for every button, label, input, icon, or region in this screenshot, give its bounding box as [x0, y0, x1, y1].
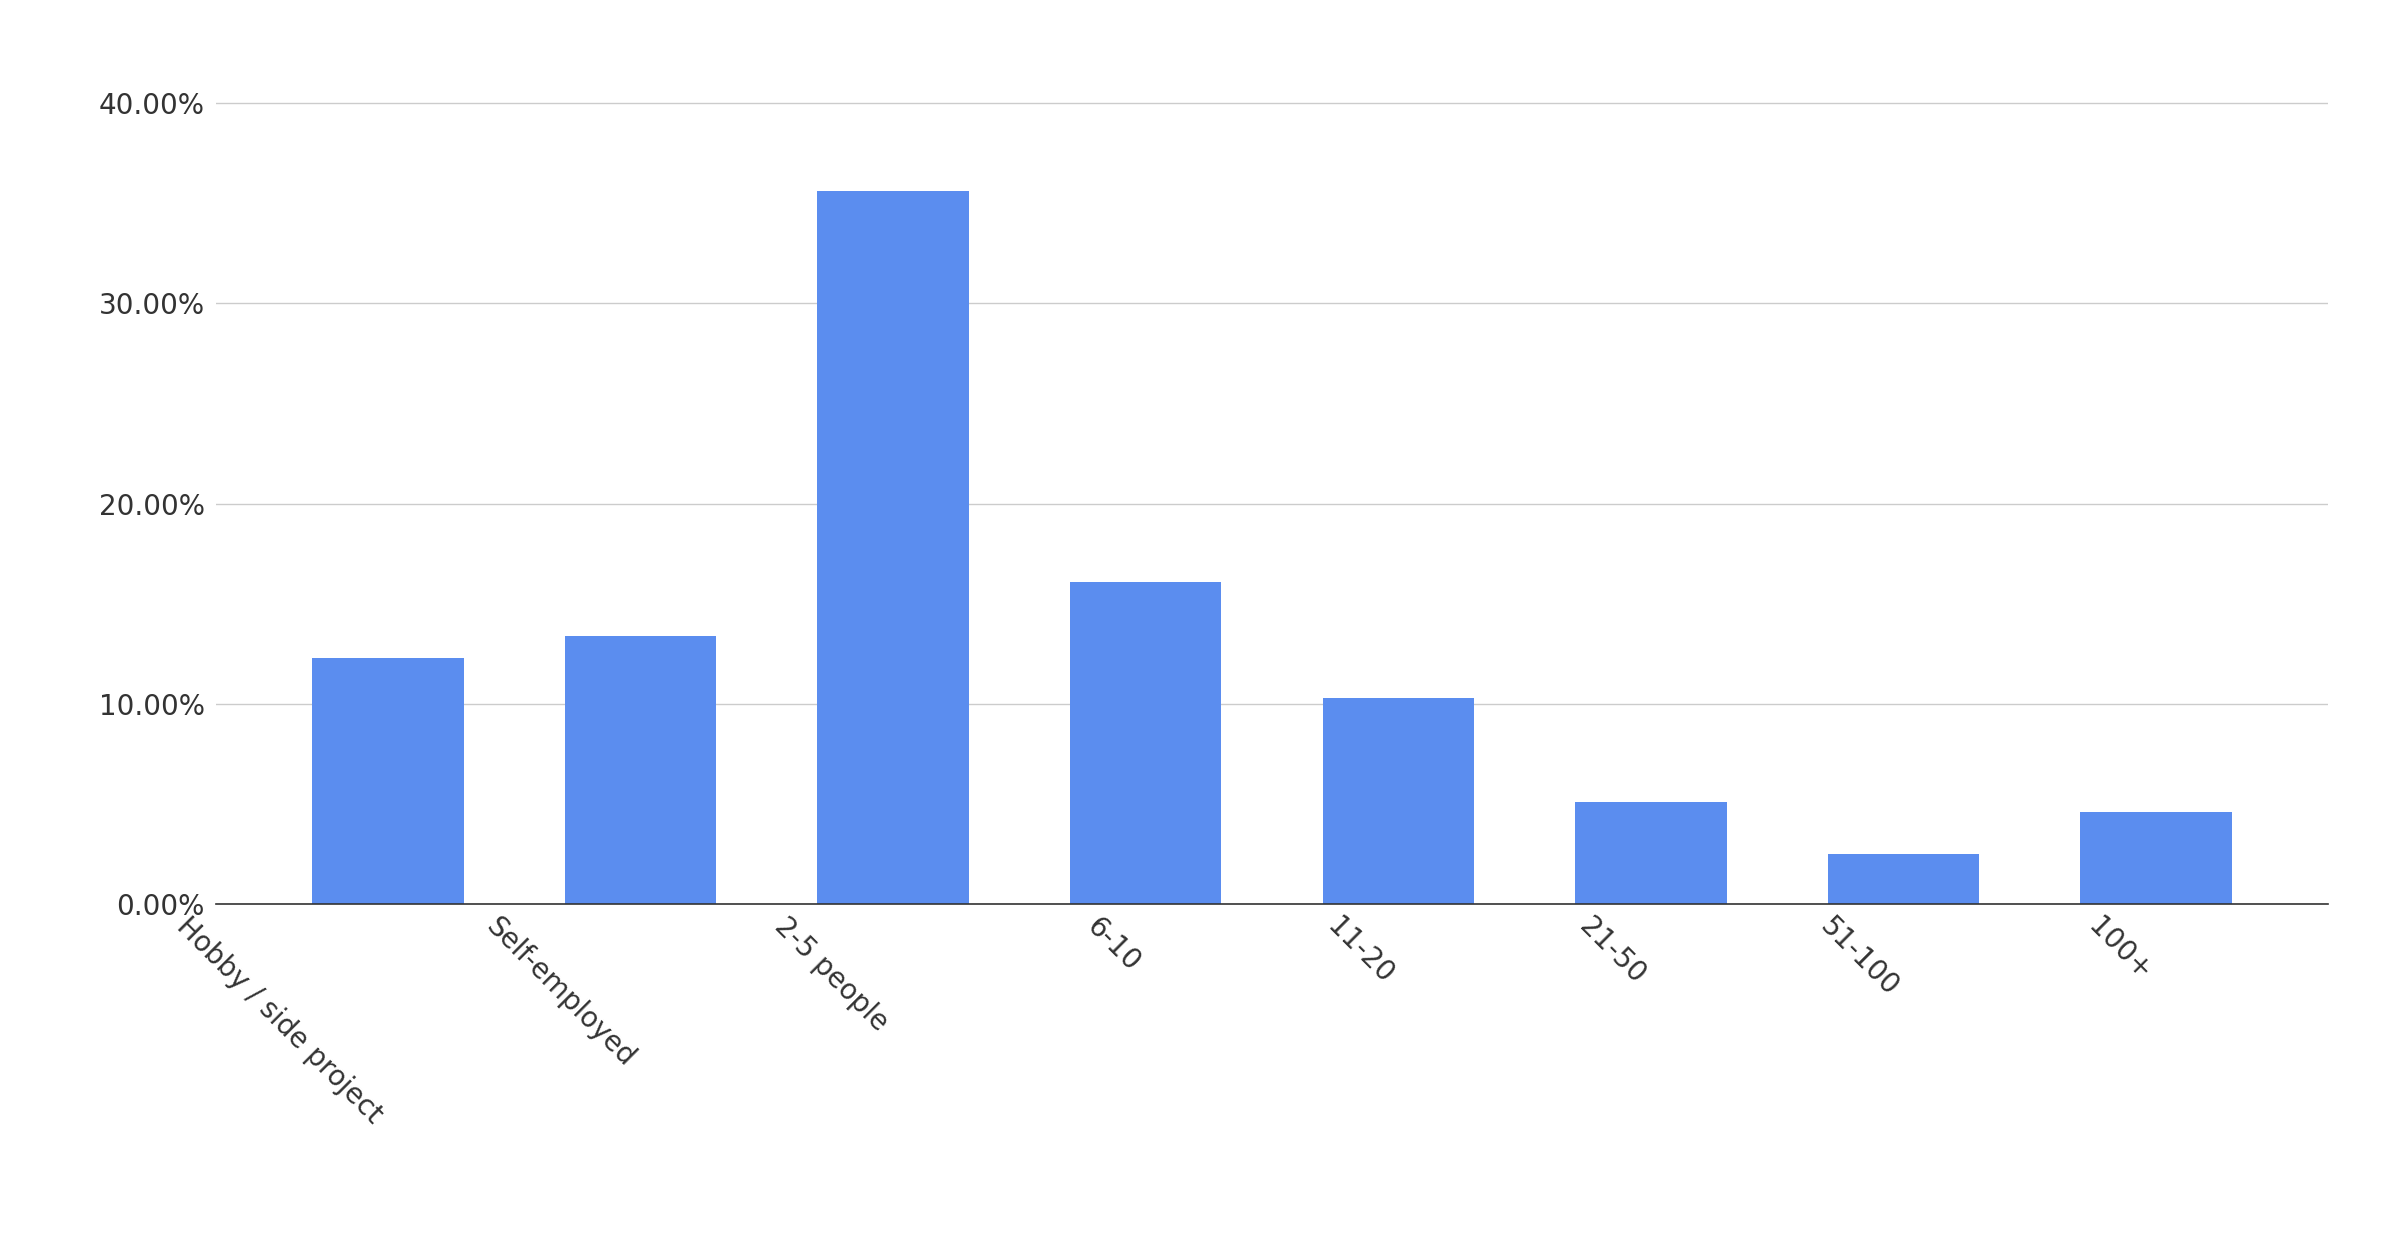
Bar — [1574, 803, 1726, 904]
Bar — [818, 191, 970, 904]
Bar — [2081, 813, 2232, 904]
Bar — [1070, 582, 1222, 904]
Bar — [1322, 698, 1474, 904]
Bar — [564, 636, 715, 904]
Bar — [1829, 854, 1980, 904]
Bar — [312, 658, 463, 904]
